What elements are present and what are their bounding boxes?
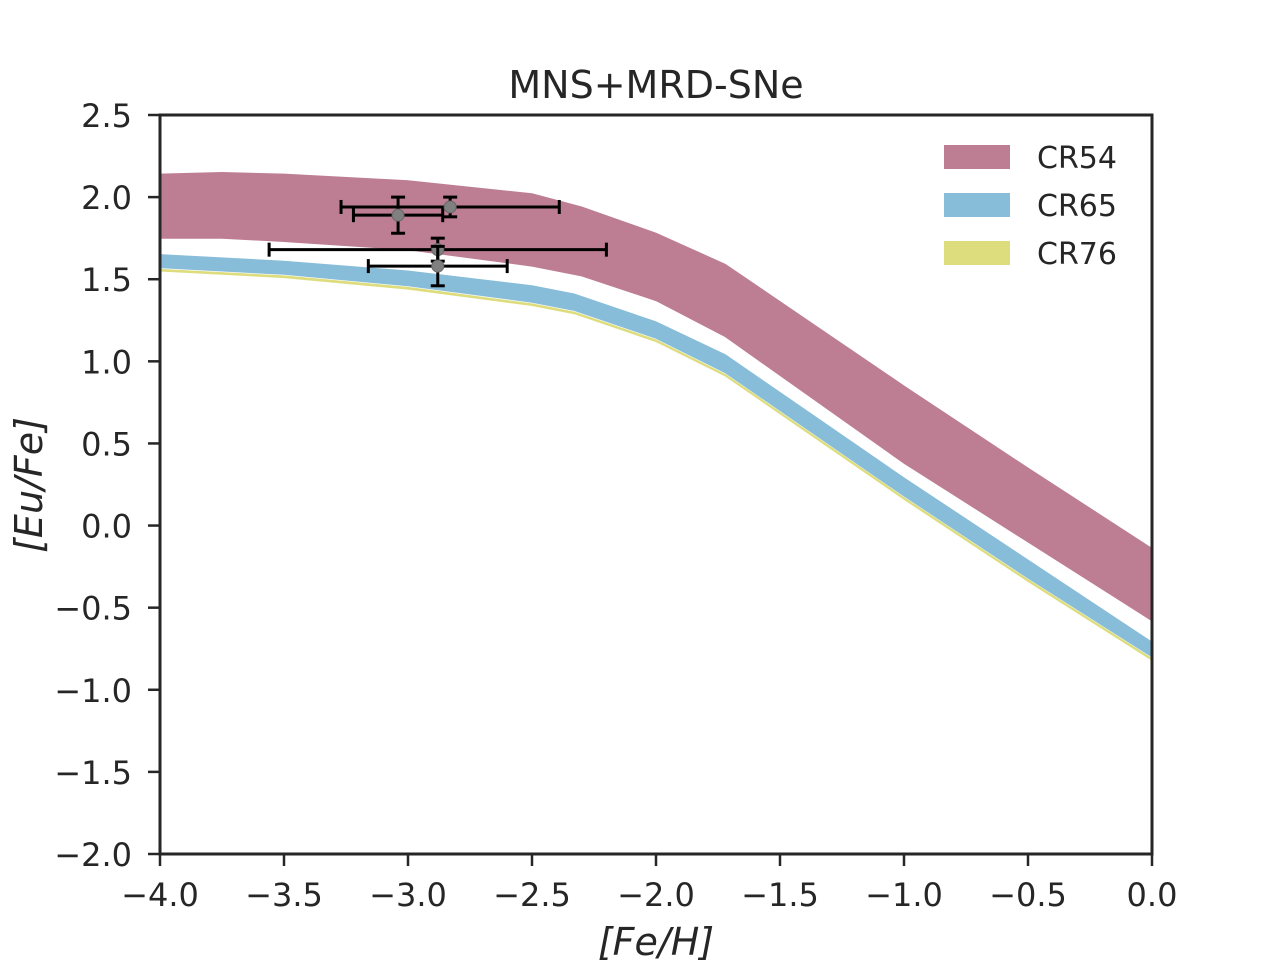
legend-label: CR76: [1037, 237, 1117, 272]
x-tick-label: −0.5: [989, 876, 1067, 914]
y-tick-label: 1.5: [81, 261, 132, 299]
observation-marker: [443, 200, 457, 214]
observation-point: [366, 244, 509, 288]
x-tick-label: −2.5: [493, 876, 571, 914]
observations-layer: [267, 195, 608, 288]
legend-entry-cr65: CR65: [944, 189, 1117, 224]
y-tick-label: 2.0: [81, 179, 132, 217]
y-axis-label: [Eu/Fe]: [7, 417, 51, 553]
observation-point: [339, 195, 561, 219]
y-tick-label: −1.0: [54, 672, 132, 710]
observation-marker: [391, 208, 405, 222]
y-tick-label: −1.5: [54, 754, 132, 792]
x-tick-label: −3.0: [369, 876, 447, 914]
y-tick-label: −2.0: [54, 836, 132, 874]
x-tick-label: −1.0: [865, 876, 943, 914]
x-tick-label: −4.0: [121, 876, 199, 914]
legend-label: CR65: [1037, 189, 1117, 224]
y-axis: 2.5 2.0 1.5 1.0 0.5 0.0 −0.5 −1.0 −1.5 −2.0: [54, 97, 160, 874]
x-tick-label: −1.5: [741, 876, 819, 914]
x-axis: −4.0 −3.5 −3.0 −2.5 −2.0 −1.5 −1.0 −0.5 0.0: [121, 854, 1177, 914]
x-axis-label: [Fe/H]: [598, 920, 714, 960]
y-tick-label: 0.5: [81, 425, 132, 463]
x-tick-label: −3.5: [245, 876, 323, 914]
y-tick-label: 0.0: [81, 508, 132, 546]
x-tick-label: −2.0: [617, 876, 695, 914]
legend-swatch: [944, 193, 1010, 217]
legend-label: CR54: [1037, 141, 1117, 176]
legend: CR54 CR65 CR76: [944, 141, 1117, 272]
observation-marker: [431, 259, 445, 273]
legend-entry-cr54: CR54: [944, 141, 1117, 176]
y-tick-label: 2.5: [81, 97, 132, 135]
chart-title: MNS+MRD-SNe: [508, 63, 803, 107]
observation-point: [351, 195, 445, 235]
y-tick-label: −0.5: [54, 590, 132, 628]
legend-swatch: [944, 241, 1010, 265]
legend-entry-cr76: CR76: [944, 237, 1117, 272]
legend-swatch: [944, 145, 1010, 169]
x-tick-label: 0.0: [1127, 876, 1178, 914]
y-tick-label: 1.0: [81, 343, 132, 381]
